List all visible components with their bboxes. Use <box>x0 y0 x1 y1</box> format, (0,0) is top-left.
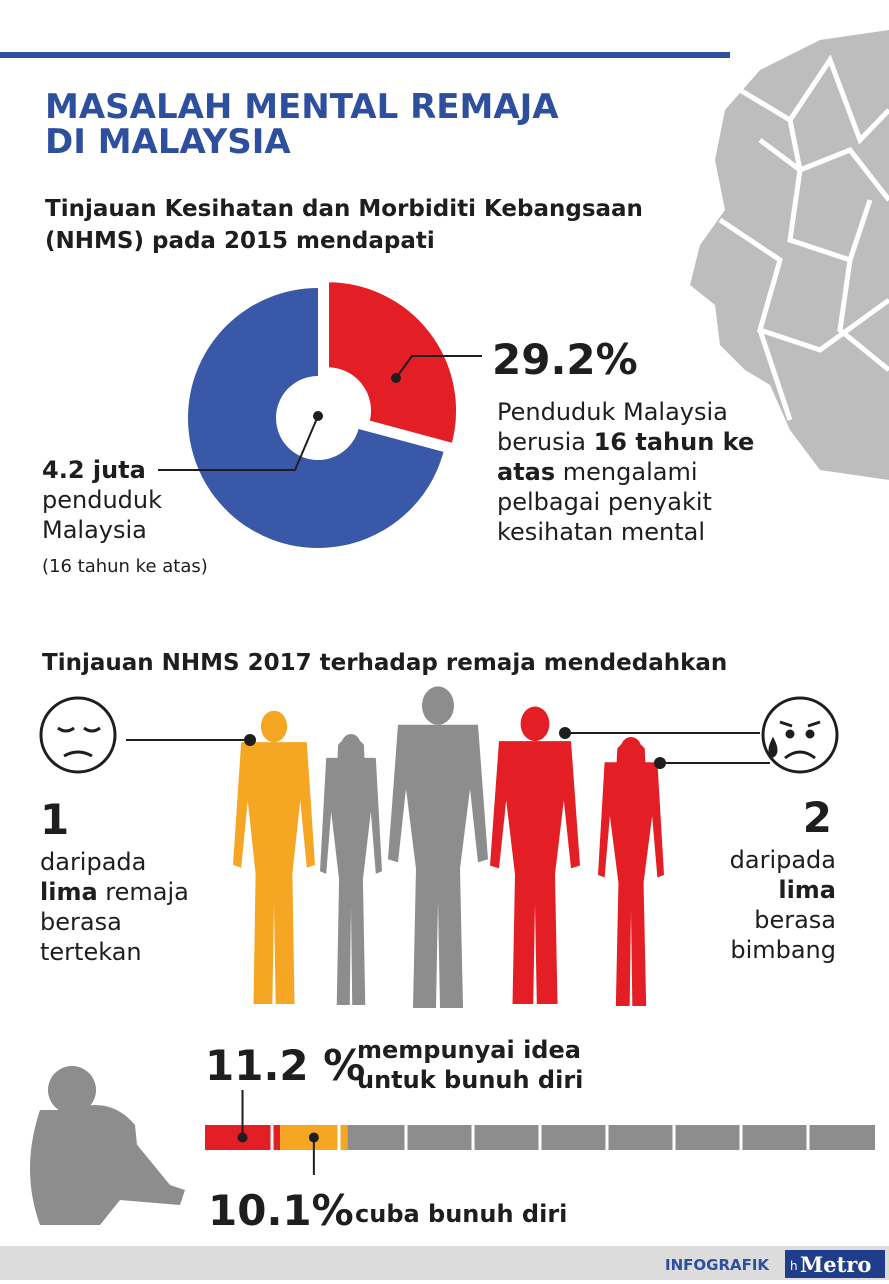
person-body <box>388 724 488 1008</box>
text: mengalami <box>555 458 697 486</box>
donut-text: Malaysia <box>42 516 147 544</box>
stat-text: berasa <box>40 908 122 936</box>
donut-slice <box>326 279 460 447</box>
donut-text: berusia 16 tahun ke <box>497 428 754 456</box>
text: remaja <box>98 878 189 906</box>
donut-text: atas mengalami <box>497 458 698 486</box>
dot <box>391 373 401 383</box>
person-body <box>490 741 580 1004</box>
stat-text: berasa <box>754 906 836 934</box>
logo-box <box>785 1250 885 1278</box>
stat-text: daripada <box>730 846 836 874</box>
logo-small: h <box>790 1259 798 1273</box>
stat-text: lima <box>778 876 836 904</box>
bar-text: mempunyai idea <box>357 1036 581 1064</box>
dot <box>244 734 256 746</box>
person-body <box>598 762 664 1006</box>
donut <box>188 279 460 549</box>
text: lima <box>40 878 98 906</box>
stat-number: 2 <box>803 793 832 842</box>
donut-text: pelbagai penyakit <box>497 488 712 516</box>
subtitle: (NHMS) pada 2015 mendapati <box>45 228 435 254</box>
person-head <box>422 686 454 725</box>
people <box>233 686 664 1008</box>
worried-face <box>761 696 839 774</box>
section-heading: Tinjauan NHMS 2017 terhadap remaja mende… <box>42 650 727 676</box>
sitting-figure <box>30 1066 185 1225</box>
head-graphic <box>690 30 889 480</box>
stat-text: lima remaja <box>40 878 189 906</box>
donut-text: kesihatan mental <box>497 518 705 546</box>
dot <box>559 727 571 739</box>
footer-tag: INFOGRAFIK <box>665 1256 770 1274</box>
dot <box>237 1132 248 1143</box>
footer-bar <box>0 1246 889 1280</box>
stat-text: daripada <box>40 848 146 876</box>
donut-text: (16 tahun ke atas) <box>42 556 208 577</box>
dot <box>654 757 666 769</box>
dot <box>313 411 323 421</box>
person-body <box>233 742 315 1004</box>
sad-face <box>39 696 117 774</box>
donut-text: 4.2 juta <box>42 456 146 484</box>
text: 16 tahun ke <box>594 428 755 456</box>
person-head <box>260 710 288 743</box>
person-body <box>320 757 382 1005</box>
bar-strip <box>205 1090 875 1175</box>
title: DI MALAYSIA <box>45 122 291 162</box>
donut-text: penduduk <box>42 486 162 514</box>
logo: Metro <box>800 1252 871 1277</box>
subtitle: Tinjauan Kesihatan dan Morbiditi Kebangs… <box>45 196 643 222</box>
donut-slice <box>188 288 444 549</box>
stat-number: 1 <box>40 795 69 844</box>
donut-label: 29.2% <box>492 335 638 384</box>
text: atas <box>497 458 555 486</box>
dot <box>308 1132 319 1143</box>
bar-text: untuk bunuh diri <box>357 1066 583 1094</box>
text: berusia <box>497 428 594 456</box>
top-rule <box>0 52 730 58</box>
person-head <box>520 706 550 742</box>
leader <box>158 415 319 471</box>
donut-text: Penduduk Malaysia <box>497 398 728 426</box>
bar-label: 10.1% <box>208 1186 354 1235</box>
bar-text: cuba bunuh diri <box>355 1200 567 1228</box>
leader <box>395 355 482 379</box>
stat-text: tertekan <box>40 938 142 966</box>
stat-text: bimbang <box>730 936 836 964</box>
title: MASALAH MENTAL REMAJA <box>45 87 559 127</box>
bar-label: 11.2 % <box>205 1041 365 1090</box>
